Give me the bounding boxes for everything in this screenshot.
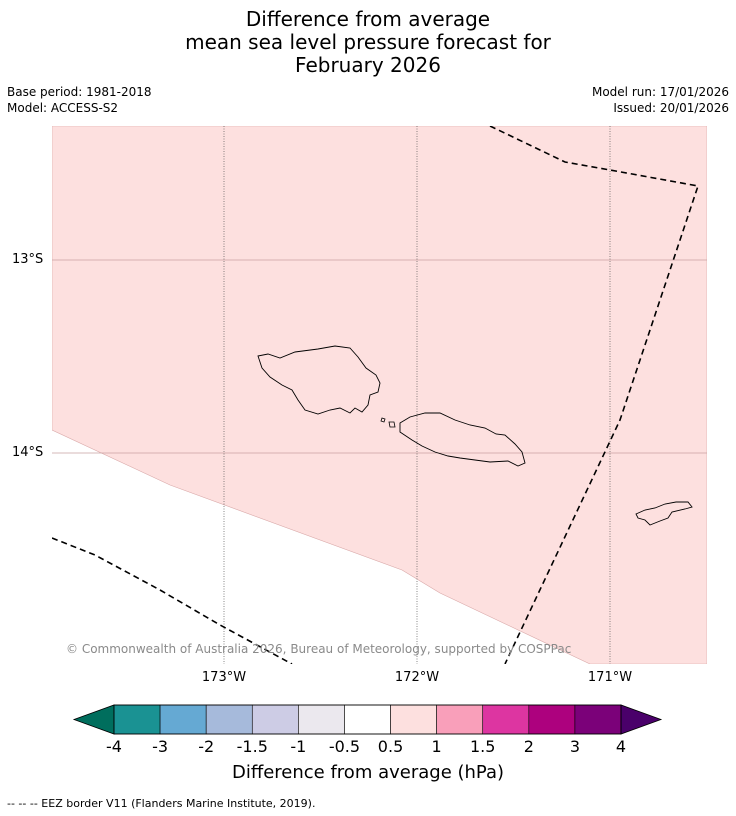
lon-label-172w: 172°W: [394, 670, 440, 685]
colorbar-cells: [72, 704, 663, 735]
title-line-2: mean sea level pressure forecast for: [185, 30, 551, 54]
model-name: Model: ACCESS-S2: [7, 101, 119, 115]
copyright-notice: © Commonwealth of Australia 2026, Bureau…: [66, 642, 572, 656]
apolima-islet: [380, 417, 386, 423]
colorbar-cell: [436, 704, 484, 735]
colorbar-tick-label: -3: [152, 737, 169, 756]
pressure-anomaly-area: [52, 126, 707, 664]
colorbar-tick-label: -2: [198, 737, 215, 756]
colorbar-arrow-high: [620, 704, 663, 735]
chart-title: Difference from average mean sea level p…: [0, 8, 736, 77]
issued-date: Issued: 20/01/2026: [613, 101, 729, 115]
colorbar: [72, 704, 663, 735]
colorbar-cell: [482, 704, 530, 735]
base-period: Base period: 1981-2018: [7, 85, 152, 99]
colorbar-cell: [344, 704, 391, 735]
colorbar-cell: [298, 704, 345, 735]
colorbar-cell: [251, 704, 299, 735]
colorbar-cell: [205, 704, 253, 735]
colorbar-title: Difference from average (hPa): [231, 762, 505, 783]
colorbar-tick-label: -1: [290, 737, 307, 756]
lon-label-171w: 171°W: [587, 670, 633, 685]
eez-border-southwest: [52, 537, 293, 664]
colorbar-tick-label: -1.5: [236, 737, 268, 756]
title-line-1: Difference from average: [245, 7, 491, 31]
colorbar-arrow-low: [72, 704, 115, 735]
tutuila-island: [635, 501, 693, 526]
meta-right: Model run: 17/01/2026 Issued: 20/01/2026: [592, 84, 729, 116]
map-area: [52, 126, 707, 664]
colorbar-tick-label: 4: [615, 737, 627, 756]
eez-footnote: -- -- -- EEZ border V11 (Flanders Marine…: [7, 797, 316, 810]
colorbar-cell: [159, 704, 207, 735]
colorbar-cell: [574, 704, 622, 735]
meta-left: Base period: 1981-2018 Model: ACCESS-S2: [7, 84, 152, 116]
colorbar-cell: [390, 704, 437, 735]
lon-label-173w: 173°W: [201, 670, 247, 685]
manono-islet: [388, 421, 396, 428]
colorbar-tick-label: -0.5: [328, 737, 361, 756]
upolu-island: [399, 412, 526, 467]
lat-label-14s: 14°S: [12, 445, 44, 460]
model-run: Model run: 17/01/2026: [591, 85, 729, 99]
eez-border-east: [489, 126, 700, 664]
lat-label-13s: 13°S: [12, 252, 44, 267]
colorbar-tick-label: 0.5: [377, 737, 404, 756]
savaii-island: [257, 345, 381, 415]
colorbar-tick-label: 2: [523, 737, 534, 756]
title-line-3: February 2026: [295, 53, 441, 77]
colorbar-frame: [113, 704, 622, 735]
colorbar-tick-label: 1: [431, 737, 442, 756]
colorbar-cell: [528, 704, 576, 735]
colorbar-tick-label: -4: [106, 737, 122, 756]
colorbar-cell: [113, 704, 161, 735]
colorbar-tick-label: 1.5: [469, 737, 496, 756]
colorbar-tick-label: 3: [569, 737, 580, 756]
